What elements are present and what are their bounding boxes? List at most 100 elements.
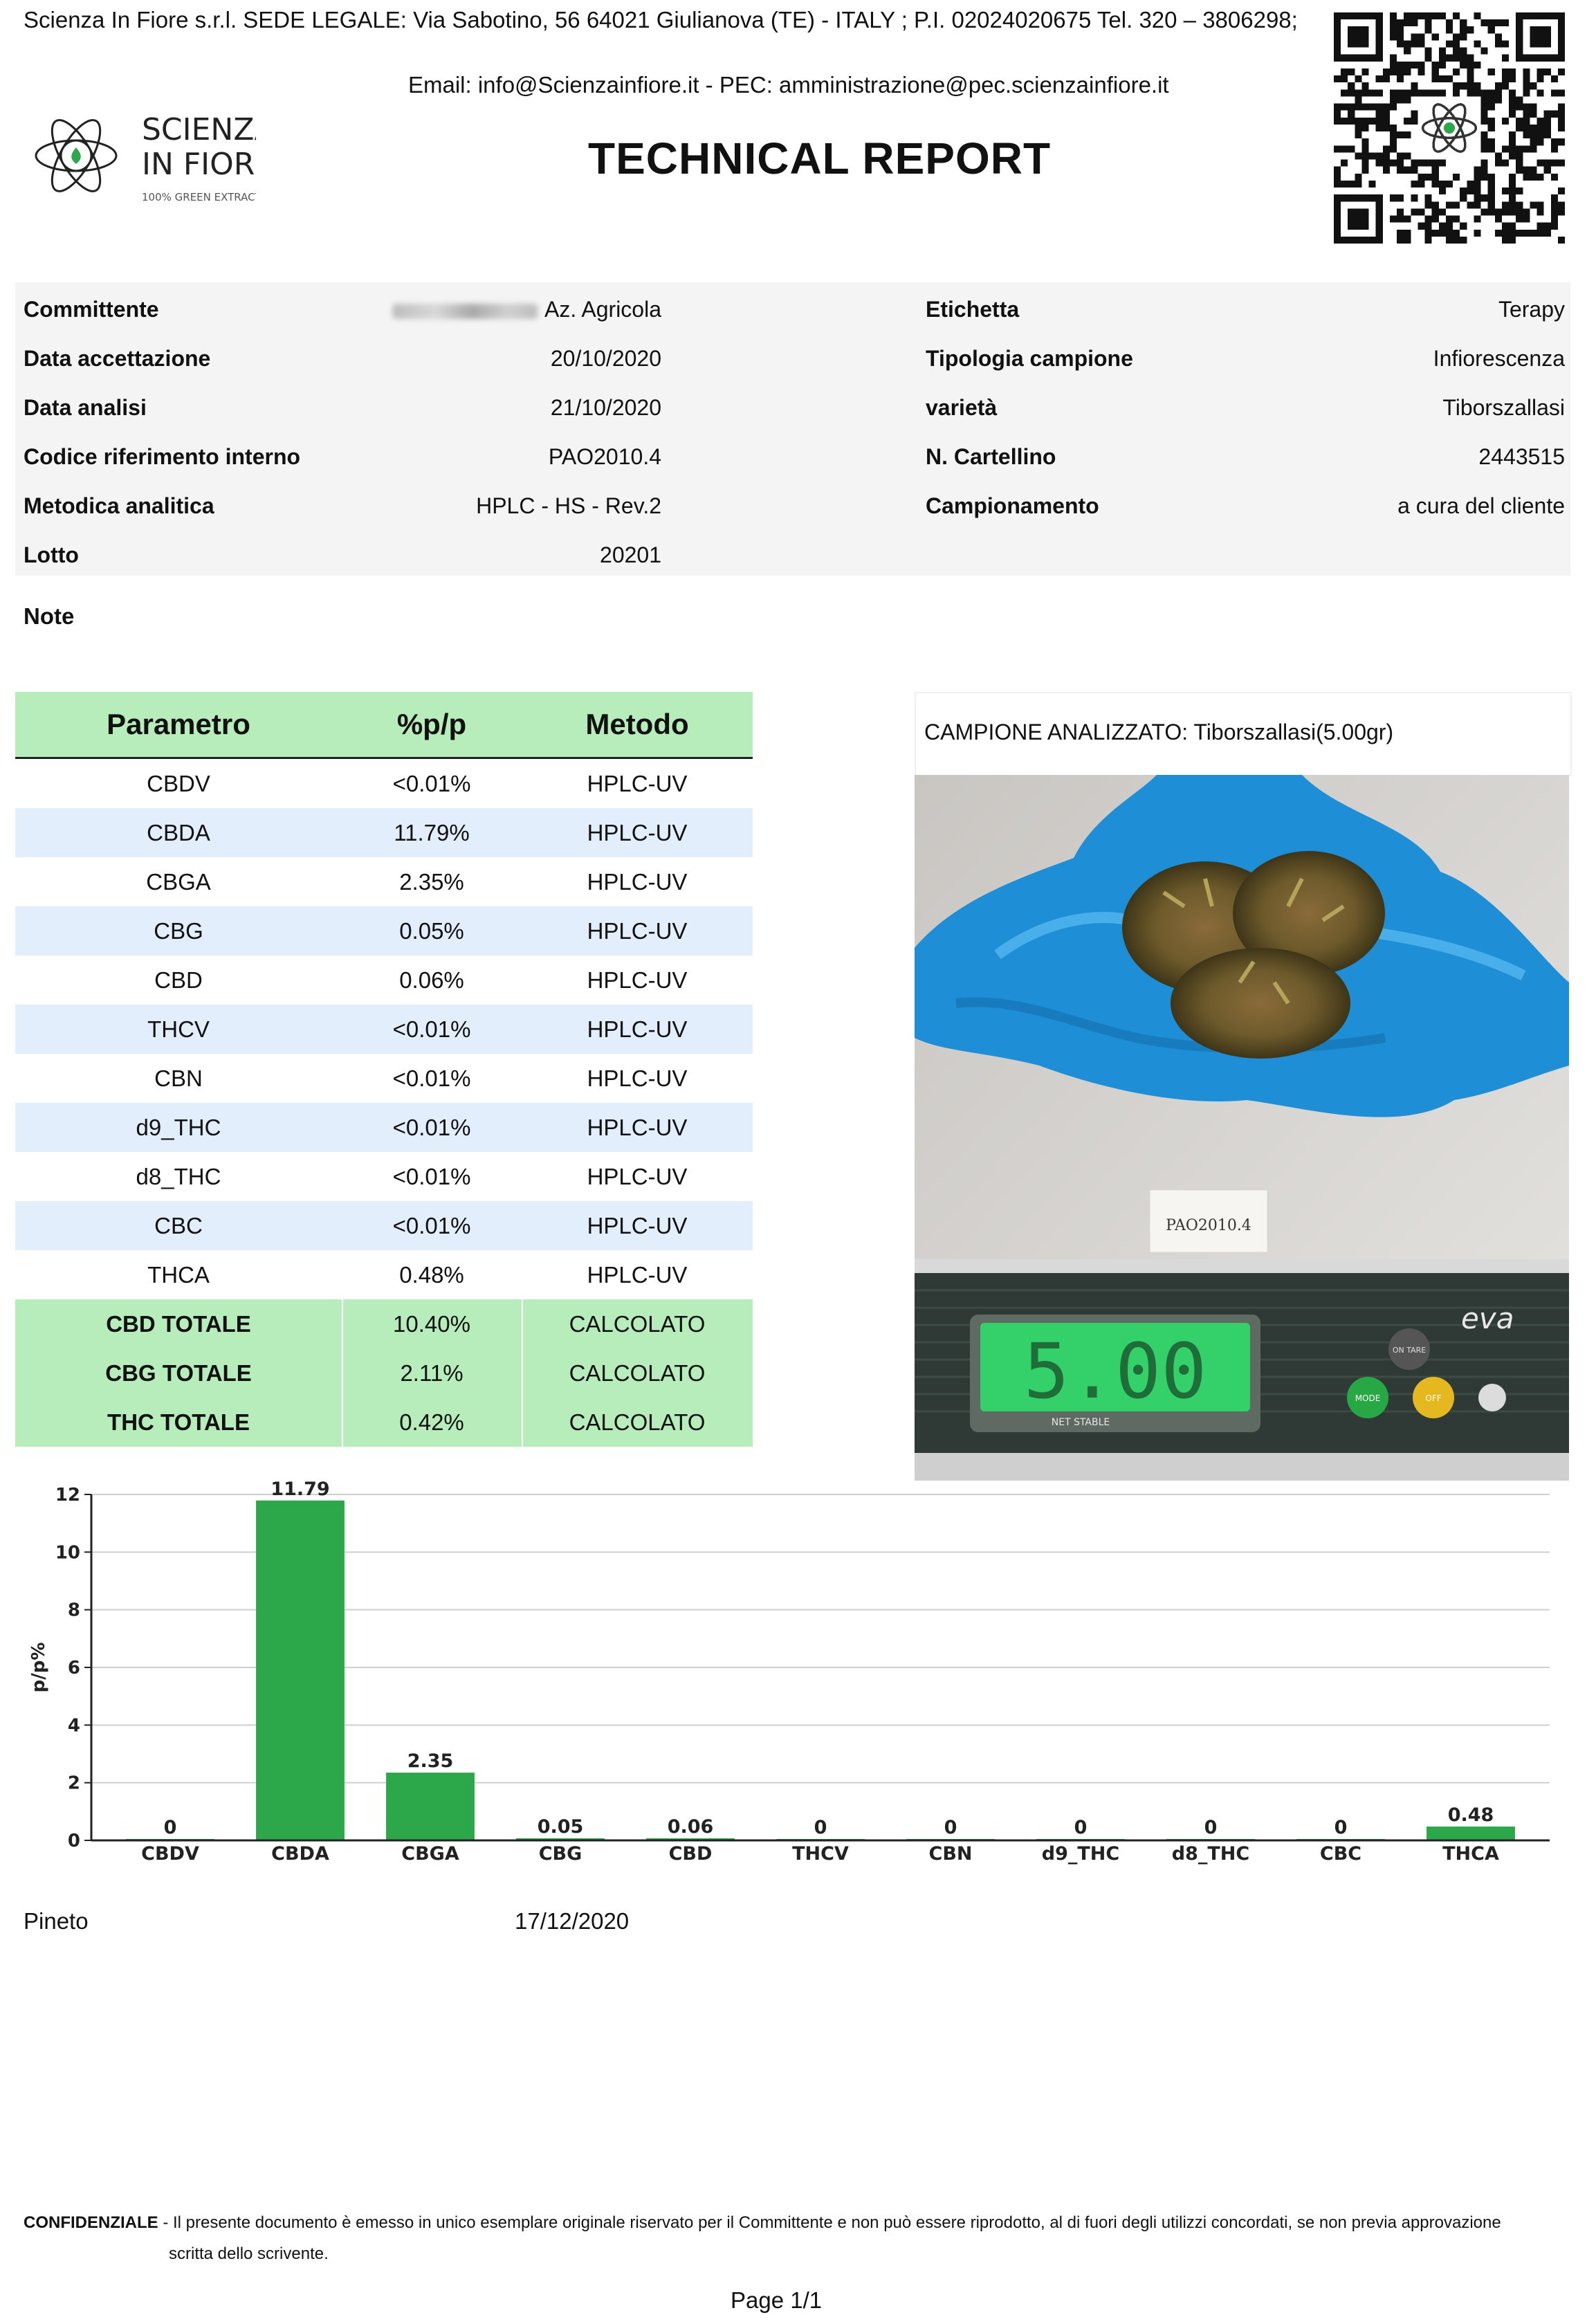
- chart-value-label: 0: [1334, 1817, 1348, 1838]
- cell-method: CALCOLATO: [522, 1398, 754, 1447]
- cell-param: CBG TOTALE: [15, 1348, 343, 1398]
- sample-tag-text: PAO2010.4: [1166, 1217, 1251, 1234]
- cell-method: HPLC-UV: [587, 1213, 688, 1238]
- qr-code: [1334, 12, 1565, 244]
- cannabinoid-bar-chart: 0 2 4 6 8 10 12 0 11.79 2.35 0.05 0.06 0 0 0 0 0 0.48 CB…: [28, 1481, 1550, 1865]
- cell-method: HPLC-UV: [587, 967, 688, 993]
- cell-param: THCA: [147, 1262, 210, 1288]
- table-row: CBD 0.06% HPLC-UV: [15, 955, 753, 1005]
- chart-x-label: THCV: [792, 1843, 849, 1865]
- cell-method: HPLC-UV: [587, 1065, 688, 1091]
- logo-text-line1: SCIENZA: [142, 112, 256, 147]
- cell-value: 0.42%: [342, 1398, 523, 1447]
- total-row: CBG TOTALE 2.11% CALCOLATO: [15, 1348, 754, 1398]
- cell-param: CBD: [154, 967, 203, 993]
- cell-method: HPLC-UV: [587, 771, 688, 796]
- info-right-row: N. Cartellino 2443515: [0, 432, 1587, 482]
- chart-value-label: 0.06: [668, 1816, 714, 1838]
- cell-value: <0.01%: [392, 1016, 471, 1042]
- cell-param: d9_THC: [136, 1115, 221, 1140]
- info-left-row: Committente Az. Agricola: [0, 285, 1587, 334]
- info-right-value-text: a cura del cliente: [1397, 493, 1565, 518]
- chart-y-tick-label: 2: [68, 1773, 80, 1794]
- info-right-value-text: 2443515: [1478, 444, 1565, 469]
- confidential-label: CONFIDENZIALE: [24, 2213, 158, 2232]
- info-left-label: Metodica analitica: [24, 493, 214, 518]
- chart-x-label: CBC: [1320, 1843, 1361, 1865]
- cell-method: HPLC-UV: [587, 918, 688, 944]
- info-right-value: 2443515: [1478, 432, 1565, 482]
- info-left-value: HPLC - HS - Rev.2: [476, 482, 661, 531]
- chart-x-labels: CBDV CBDA CBGA CBG CBD THCV CBN d9_THC d8_THC CBC…: [141, 1843, 1499, 1865]
- cell-param: CBD TOTALE: [15, 1299, 343, 1348]
- info-panel: [15, 282, 1570, 576]
- signature-place: Pineto: [24, 1908, 89, 1934]
- cell-method: HPLC-UV: [587, 1262, 688, 1288]
- chart-value-label: 0: [814, 1817, 827, 1838]
- chart-x-label: CBGA: [401, 1843, 459, 1865]
- table-row: THCV <0.01% HPLC-UV: [15, 1005, 753, 1054]
- chart-value-labels: 0 11.79 2.35 0.05 0.06 0 0 0 0 0 0.48: [164, 1481, 1494, 1838]
- chart-value-label: 0: [944, 1817, 957, 1838]
- table-row: d9_THC <0.01% HPLC-UV: [15, 1103, 753, 1152]
- info-right-value-text: Tiborszallasi: [1442, 395, 1565, 420]
- chart-value-label: 2.35: [407, 1750, 454, 1772]
- total-row: CBD TOTALE 10.40% CALCOLATO: [15, 1299, 754, 1348]
- atom-icon: [35, 119, 118, 192]
- chart-bar: [386, 1773, 475, 1840]
- chart-y-tick-label: 4: [68, 1715, 80, 1736]
- cell-value: 11.79%: [394, 820, 470, 845]
- cell-value: 0.48%: [399, 1262, 464, 1288]
- chart-value-label: 11.79: [270, 1481, 329, 1500]
- info-left-row: Data analisi 21/10/2020: [0, 383, 1587, 432]
- cell-value: 0.06%: [399, 967, 464, 993]
- chart-value-label: 0.05: [538, 1816, 584, 1838]
- header-percent: %p/p: [396, 708, 467, 740]
- total-row: THC TOTALE 0.42% CALCOLATO: [15, 1398, 754, 1447]
- chart-y-tick-label: 0: [68, 1831, 80, 1851]
- signature-date: 17/12/2020: [515, 1908, 630, 1934]
- info-right-label: Tipologia campione: [926, 346, 1133, 371]
- cell-value: 2.11%: [342, 1348, 523, 1398]
- info-right-row: Etichetta Terapy: [0, 285, 1587, 334]
- info-left-label: Committente: [24, 297, 159, 322]
- qr-center-logo-icon: [1418, 96, 1481, 160]
- info-right-label: N. Cartellino: [926, 444, 1056, 469]
- cell-param: CBN: [154, 1065, 203, 1091]
- info-left-value: 21/10/2020: [551, 383, 661, 432]
- info-right-value-text: Terapy: [1498, 297, 1565, 322]
- table-row: CBG 0.05% HPLC-UV: [15, 906, 753, 955]
- cell-value: <0.01%: [392, 771, 471, 796]
- chart-y-axis-label: p/p%: [28, 1643, 49, 1693]
- chart-x-label: d9_THC: [1042, 1843, 1119, 1865]
- chart-x-label: CBN: [929, 1843, 973, 1865]
- info-left-value-text: Az. Agricola: [544, 297, 661, 322]
- email-line: Email: info@Scienzainfiore.it - PEC: amm…: [408, 72, 1169, 98]
- info-left-label: Data accettazione: [24, 346, 211, 371]
- chart-y-tick-label: 12: [55, 1485, 80, 1506]
- cell-param: CBDV: [147, 771, 210, 796]
- page-number: Page 1/1: [731, 2287, 823, 2313]
- cell-value: 0.05%: [399, 918, 464, 944]
- table-row: CBN <0.01% HPLC-UV: [15, 1054, 753, 1103]
- table-row: CBC <0.01% HPLC-UV: [15, 1201, 753, 1250]
- chart-x-label: CBDV: [141, 1843, 199, 1865]
- sample-label-tag: PAO2010.4: [1149, 1189, 1268, 1253]
- sample-caption: CAMPIONE ANALIZZATO: Tiborszallasi(5.00g…: [924, 720, 1394, 744]
- info-left-value: PAO2010.4: [549, 432, 661, 482]
- info-right-value: Tiborszallasi: [1442, 383, 1565, 432]
- info-left-label: Data analisi: [24, 395, 147, 420]
- cell-method: HPLC-UV: [587, 820, 688, 845]
- chart-y-tick-label: 6: [68, 1658, 80, 1678]
- confidential-text-line2: scritta dello scrivente.: [169, 2244, 329, 2263]
- sample-caption-box: CAMPIONE ANALIZZATO: Tiborszallasi(5.00g…: [915, 692, 1572, 776]
- info-right-value: a cura del cliente: [1397, 482, 1565, 531]
- digital-scale: 5.00 NET STABLE eva ON TARE MODE OFF: [915, 1259, 1569, 1481]
- info-left-value-text: 20201: [600, 542, 661, 567]
- info-right-value: Terapy: [1498, 285, 1565, 334]
- cell-param: CBC: [154, 1213, 203, 1238]
- cell-method: CALCOLATO: [522, 1299, 754, 1348]
- scale-brand: eva: [1461, 1301, 1514, 1335]
- table-row: CBGA 2.35% HPLC-UV: [15, 857, 753, 906]
- scale-button-mode: MODE: [1355, 1393, 1381, 1403]
